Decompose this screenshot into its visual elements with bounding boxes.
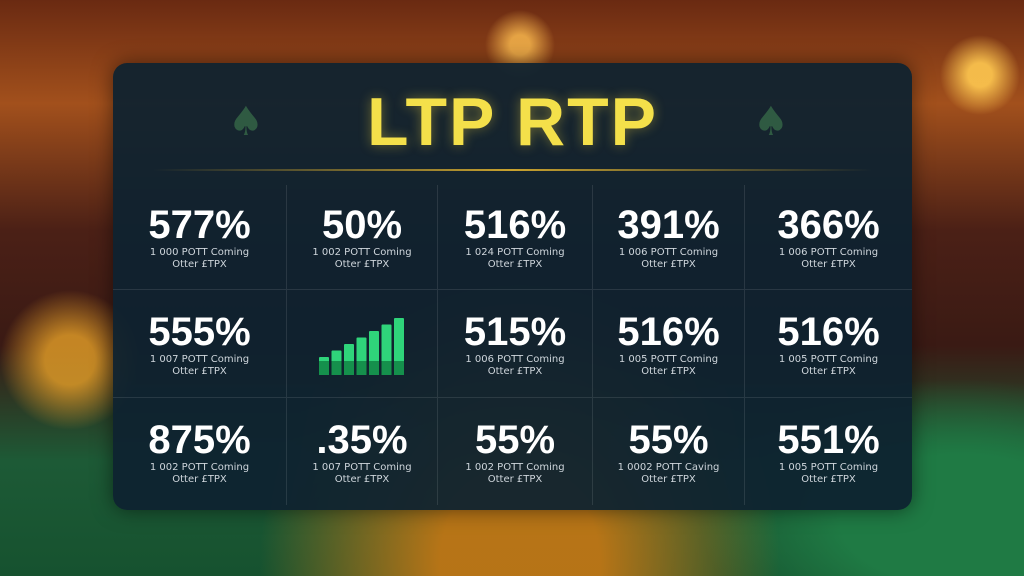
cell-caption: Otter £TPX	[641, 365, 696, 377]
cell-caption: 1 002 POTT Coming	[312, 247, 412, 258]
rtp-value: 875%	[148, 417, 251, 462]
cell-caption: 1 005 POTT Coming	[778, 353, 879, 365]
cell-caption: 1 002 POTT Coming	[465, 461, 565, 473]
rtp-cell: 516% 1 005 POTT Coming Otter £TPX	[745, 290, 912, 398]
rtp-cell: .35% 1 007 POTT Coming Otter £TPX	[287, 398, 438, 505]
rtp-cell: 516% 1 024 POTT Coming Otter £TPX	[438, 185, 593, 290]
cell-caption: Otter £TPX	[487, 473, 543, 485]
rtp-value: .35%	[316, 417, 408, 462]
rtp-value: 55%	[628, 417, 709, 462]
rtp-cell: 515% 1 006 POTT Coming Otter £TPX	[438, 290, 593, 398]
rtp-value: 50%	[321, 203, 403, 247]
rtp-value: 366%	[777, 203, 880, 247]
rtp-value: 551%	[777, 417, 880, 462]
spade-icon: ♠	[753, 99, 789, 145]
cell-caption: Otter £TPX	[641, 259, 696, 270]
cell-caption: 1 007 POTT Coming	[312, 461, 412, 473]
cell-caption: Otter £TPX	[172, 473, 227, 485]
cell-caption: 1 006 POTT Coming	[465, 353, 565, 365]
cell-caption: Otter £TPX	[487, 259, 543, 270]
rtp-cell: 555% 1 007 POTT Coming Otter £TPX	[113, 290, 287, 398]
rtp-cell: 50% 1 002 POTT Coming Otter £TPX	[287, 185, 438, 290]
cell-caption: Otter £TPX	[334, 473, 390, 485]
cell-caption: 1 005 POTT Coming	[778, 461, 879, 473]
rtp-panel: ♠ ♠ LTP RTP 577% 1 000 POTT Coming Otter £…	[113, 63, 912, 510]
rtp-cell: 55% 1 002 POTT Coming Otter £TPX	[438, 398, 593, 505]
rtp-value: 555%	[148, 309, 251, 354]
rtp-value: 55%	[474, 417, 556, 462]
rtp-cell: 516% 1 005 POTT Coming Otter £TPX	[593, 290, 745, 398]
rtp-cell: 55% 1 0002 POTT Caving Otter £TPX	[593, 398, 745, 505]
cell-caption: 1 024 POTT Coming	[465, 247, 565, 258]
rtp-value: 516%	[617, 309, 720, 354]
rtp-cell: 366% 1 006 POTT Coming Otter £TPX	[745, 185, 912, 290]
cell-caption: Otter £TPX	[487, 365, 543, 377]
cell-caption: 1 006 POTT Coming	[618, 247, 719, 258]
cell-caption: 1 006 POTT Coming	[778, 247, 879, 258]
divider	[153, 169, 872, 171]
cell-caption: Otter £TPX	[801, 473, 856, 485]
cell-caption: 1 002 POTT Coming	[149, 461, 250, 473]
rtp-value: 516%	[777, 309, 880, 354]
cell-caption: 1 000 POTT Coming	[149, 247, 250, 258]
bar-chart-icon	[319, 317, 404, 375]
chart-icon-cell	[287, 290, 438, 398]
rtp-value: 391%	[617, 203, 720, 247]
rtp-value: 577%	[148, 203, 251, 247]
title: LTP RTP	[366, 84, 659, 160]
rtp-grid: 577% 1 000 POTT Coming Otter £TPX 50% 1 002 …	[113, 185, 912, 505]
cell-caption: 1 007 POTT Coming	[149, 353, 250, 365]
rtp-cell: 551% 1 005 POTT Coming Otter £TPX	[745, 398, 912, 505]
rtp-cell: 577% 1 000 POTT Coming Otter £TPX	[113, 185, 287, 290]
cell-caption: Otter £TPX	[334, 259, 390, 270]
rtp-value: 515%	[463, 309, 567, 354]
rtp-cell: 875% 1 002 POTT Coming Otter £TPX	[113, 398, 287, 505]
spade-icon: ♠	[228, 99, 264, 145]
cell-caption: Otter £TPX	[801, 365, 856, 377]
rtp-value: 516%	[463, 203, 567, 247]
cell-caption: Otter £TPX	[641, 473, 696, 485]
cell-caption: Otter £TPX	[172, 365, 227, 377]
cell-caption: 1 005 POTT Coming	[618, 353, 719, 365]
cell-caption: Otter £TPX	[172, 259, 227, 270]
cell-caption: 1 0002 POTT Caving	[617, 461, 720, 473]
cell-caption: Otter £TPX	[801, 259, 856, 270]
rtp-cell: 391% 1 006 POTT Coming Otter £TPX	[593, 185, 745, 290]
